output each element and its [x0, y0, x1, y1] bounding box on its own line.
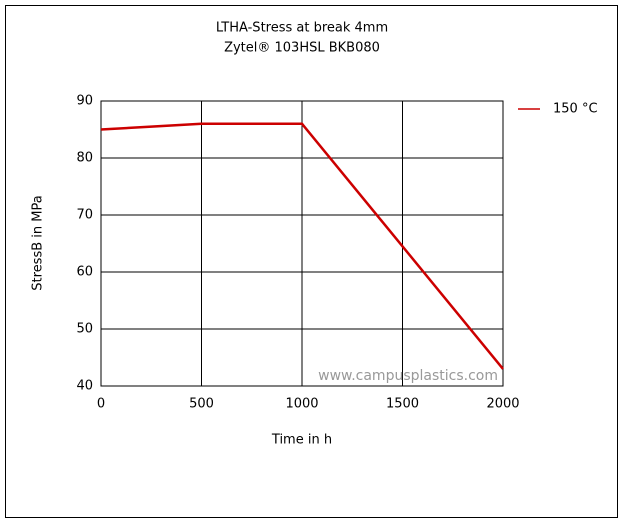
y-tick-label: 40: [76, 379, 93, 394]
x-tick-label: 0: [97, 397, 105, 412]
chart-title: LTHA-Stress at break 4mm: [216, 21, 388, 36]
x-tick-label: 500: [189, 397, 214, 412]
x-tick-label: 1500: [386, 397, 419, 412]
x-tick-label: 2000: [486, 397, 519, 412]
watermark: www.campusplastics.com: [318, 368, 498, 384]
y-tick-label: 90: [76, 94, 93, 109]
x-axis-label: Time in h: [271, 433, 332, 448]
y-tick-label: 80: [76, 151, 93, 166]
x-tick-label: 1000: [285, 397, 318, 412]
y-tick-label: 50: [76, 322, 93, 337]
y-tick-label: 60: [76, 265, 93, 280]
y-axis-label: StressB in MPa: [31, 195, 46, 290]
legend-label: 150 °C: [553, 102, 598, 117]
frame: [5, 5, 618, 518]
plot-border: [100, 100, 504, 387]
data-line: [100, 122, 504, 370]
y-tick-label: 70: [76, 208, 93, 223]
chart-subtitle: Zytel® 103HSL BKB080: [224, 41, 380, 56]
